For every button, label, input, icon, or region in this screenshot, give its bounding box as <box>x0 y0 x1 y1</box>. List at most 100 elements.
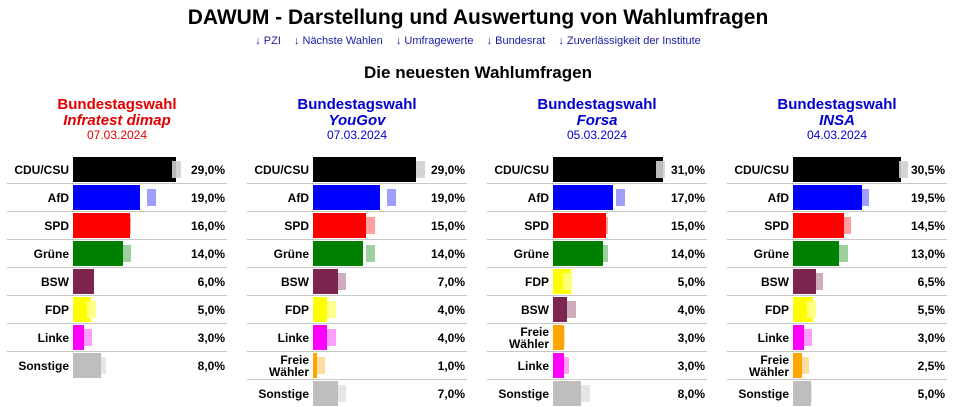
table-row: Linke 3,0% <box>7 324 227 352</box>
value-label: 3,0% <box>917 330 945 345</box>
table-row: Grüne 13,0% <box>727 240 947 268</box>
nav-link-zuverlaessigkeit[interactable]: ↓ Zuverlässigkeit der Institute <box>558 35 701 47</box>
poll-election: Bundestagswahl <box>297 96 417 113</box>
nav-link-naechste-wahlen[interactable]: ↓ Nächste Wahlen <box>293 35 383 47</box>
poll-header[interactable]: Bundestagswahl INSA 04.03.2024 <box>727 97 947 143</box>
table-row: Sonstige 7,0% <box>247 380 467 407</box>
previous-value-marker <box>559 357 569 374</box>
bar <box>793 269 817 294</box>
poll-election: Bundestagswahl <box>537 96 657 113</box>
poll-header[interactable]: Bundestagswahl Forsa 05.03.2024 <box>487 96 707 143</box>
poll-table: CDU/CSU 30,5% AfD 19,5% SPD 14,5% Grüne 13,0% BS… <box>727 156 947 407</box>
value-label: 6,5% <box>917 274 945 289</box>
party-label: AfD <box>527 190 549 205</box>
table-row: BSW 4,0% <box>487 296 707 324</box>
poll-institute: YouGov <box>328 112 386 129</box>
previous-value-marker <box>803 385 813 402</box>
previous-value-marker <box>838 245 848 262</box>
previous-value-marker <box>337 273 347 290</box>
poll-header[interactable]: Bundestagswahl YouGov 07.03.2024 <box>247 96 467 143</box>
table-row: Grüne 14,0% <box>247 240 467 268</box>
previous-value-marker <box>387 189 397 206</box>
table-row: AfD 19,0% <box>7 184 227 212</box>
party-label: Grüne <box>513 246 549 261</box>
table-row: Linke 3,0% <box>487 352 707 380</box>
poll-date: 07.03.2024 <box>86 128 148 142</box>
party-label: Grüne <box>33 246 69 261</box>
table-row: FDP 5,0% <box>487 268 707 296</box>
value-label: 14,0% <box>190 246 225 261</box>
previous-value-marker <box>813 273 823 290</box>
party-label: CDU/CSU <box>14 162 69 177</box>
poll-table: CDU/CSU 29,0% AfD 19,0% SPD 16,0% Grüne 14,0% BS… <box>7 156 227 379</box>
value-label: 2,5% <box>917 358 945 373</box>
bar <box>313 157 416 182</box>
party-label: AfD <box>767 190 789 205</box>
value-label: 29,0% <box>190 162 225 177</box>
value-label: 14,0% <box>670 246 705 261</box>
party-label: Sonstige <box>258 386 309 401</box>
nav-link-bundesrat[interactable]: ↓ Bundesrat <box>486 35 546 47</box>
previous-value-marker <box>655 161 665 178</box>
bar <box>553 325 564 350</box>
value-label: 15,0% <box>430 218 465 233</box>
party-label: FDP <box>45 302 69 317</box>
party-label: FDP <box>285 302 309 317</box>
poll-date: 05.03.2024 <box>566 128 628 142</box>
party-label: Linke <box>277 330 309 345</box>
nav-link-pzi[interactable]: ↓ PZI <box>255 35 281 47</box>
poll-forsa: Bundestagswahl Forsa 05.03.2024 CDU/CSU 3… <box>487 96 707 406</box>
previous-value-marker <box>799 357 809 374</box>
poll-date: 07.03.2024 <box>326 128 388 142</box>
value-label: 3,0% <box>677 330 705 345</box>
table-row: FDP 5,0% <box>7 296 227 324</box>
poll-header[interactable]: Bundestagswahl Infratest dimap 07.03.202… <box>7 97 227 143</box>
previous-value-marker <box>616 189 626 206</box>
nav-link-umfragewerte[interactable]: ↓ Umfragewerte <box>395 35 474 47</box>
value-label: 6,0% <box>197 274 225 289</box>
party-label: AfD <box>287 190 309 205</box>
table-row: Sonstige 5,0% <box>727 380 947 407</box>
bar <box>553 297 568 322</box>
table-row: SPD 15,0% <box>247 212 467 240</box>
value-label: 8,0% <box>677 386 705 401</box>
bar <box>553 381 582 406</box>
value-label: 1,0% <box>437 358 465 373</box>
poll-date: 04.03.2024 <box>806 128 868 142</box>
party-label: CDU/CSU <box>494 162 549 177</box>
previous-value-marker <box>580 385 590 402</box>
bar <box>793 353 802 378</box>
value-label: 5,0% <box>197 302 225 317</box>
value-label: 30,5% <box>910 162 945 177</box>
poll-table: CDU/CSU 31,0% AfD 17,0% SPD 15,0% Grüne 14,0% FD… <box>487 156 707 407</box>
bar <box>313 241 363 266</box>
bar <box>553 185 614 210</box>
value-label: 13,0% <box>910 246 945 261</box>
previous-value-marker <box>83 273 93 290</box>
table-row: CDU/CSU 29,0% <box>7 156 227 184</box>
bar <box>73 325 84 350</box>
value-label: 7,0% <box>437 274 465 289</box>
value-label: 4,0% <box>677 302 705 317</box>
bar <box>553 157 664 182</box>
bar <box>73 241 123 266</box>
table-row: FDP 4,0% <box>247 296 467 324</box>
table-row: AfD 19,5% <box>727 184 947 212</box>
table-row: Linke 3,0% <box>727 324 947 352</box>
value-label: 5,5% <box>917 302 945 317</box>
value-label: 19,5% <box>910 190 945 205</box>
bar <box>73 185 141 210</box>
poll-insa: Bundestagswahl INSA 04.03.2024 CDU/CSU 30… <box>727 97 947 406</box>
table-row: CDU/CSU 30,5% <box>727 156 947 184</box>
party-label: Freie Wähler <box>508 324 549 351</box>
value-label: 5,0% <box>917 386 945 401</box>
previous-value-marker <box>337 385 347 402</box>
value-label: 4,0% <box>437 330 465 345</box>
party-label: BSW <box>281 274 309 289</box>
bar <box>313 381 338 406</box>
party-label: CDU/CSU <box>734 162 789 177</box>
poll-institute: Infratest dimap <box>63 112 171 129</box>
table-row: Freie Wähler 2,5% <box>727 352 947 380</box>
poll-table: CDU/CSU 29,0% AfD 19,0% SPD 15,0% Grüne 14,0% BS… <box>247 156 467 407</box>
bar <box>793 325 804 350</box>
